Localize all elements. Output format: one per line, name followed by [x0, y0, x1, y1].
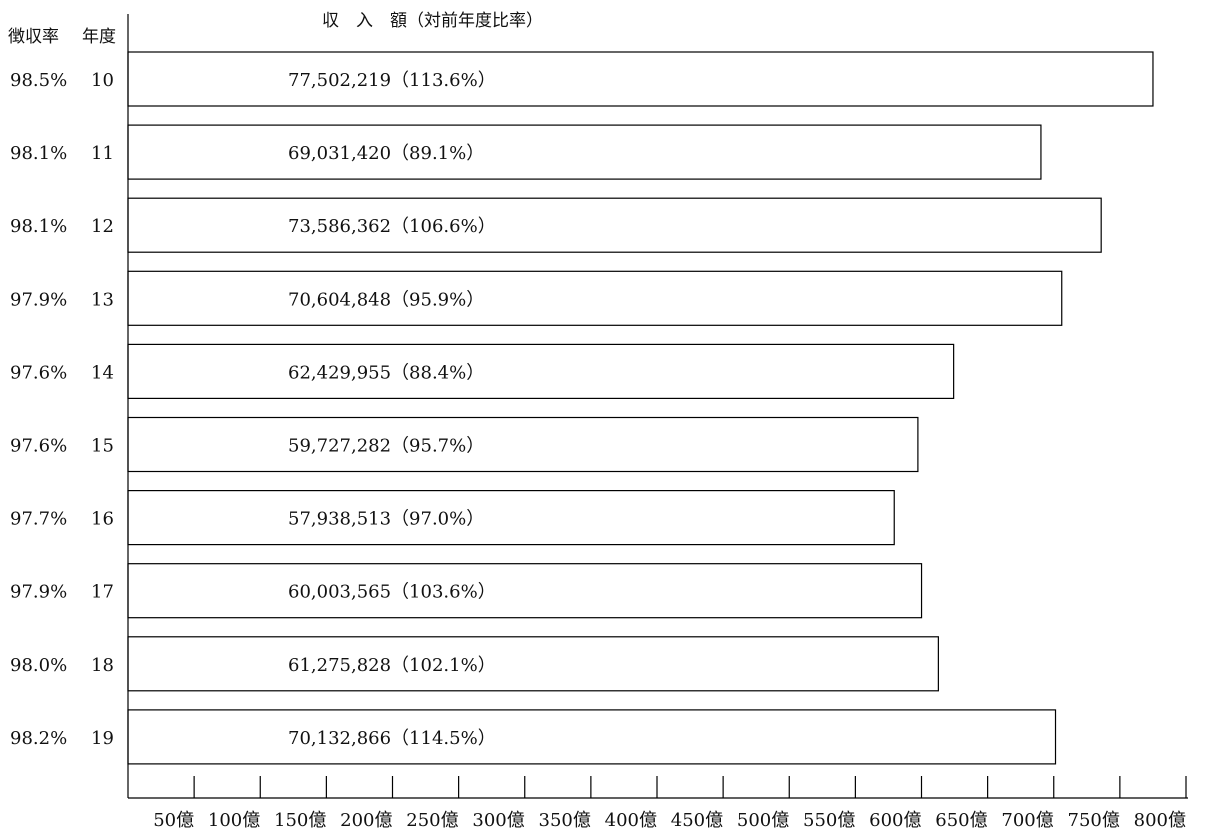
x-tick-label: 650億 — [935, 810, 987, 831]
x-tick-label: 50億 — [153, 810, 194, 831]
collection-rate-label: 97.6% — [10, 436, 67, 457]
bar — [127, 270, 1063, 326]
bar — [127, 51, 1154, 107]
x-axis: 50億 100億 150億 200億 250億 300億 350億 400億 450億 500億 5… — [127, 14, 1188, 831]
bars-layer: 98.5% 10 77,502,219（113.6%） 98.1% 11 69,031,4… — [10, 51, 1154, 765]
bar — [127, 709, 1057, 765]
collection-rate-label: 97.7% — [10, 509, 67, 530]
bar — [127, 416, 919, 473]
fiscal-year-label: 14 — [91, 362, 114, 383]
collection-rate-label: 98.1% — [10, 216, 67, 237]
bar — [127, 490, 895, 546]
bar — [127, 636, 939, 692]
fiscal-year-label: 16 — [91, 509, 114, 530]
x-tick-label: 600億 — [869, 810, 921, 831]
collection-rate-label: 98.1% — [10, 143, 67, 164]
bar-data-label: 70,604,848（95.9%） — [288, 289, 484, 310]
x-tick-label: 200億 — [340, 810, 392, 831]
collection-rate-label: 97.9% — [10, 289, 67, 310]
x-tick-label: 500億 — [737, 810, 789, 831]
x-tick-label: 400億 — [605, 810, 657, 831]
bar-data-label: 59,727,282（95.7%） — [288, 436, 484, 457]
bar — [127, 197, 1102, 253]
header-fiscal-year: 年度 — [82, 27, 116, 47]
collection-rate-label: 98.0% — [10, 655, 67, 676]
fiscal-year-label: 15 — [91, 436, 114, 457]
bar — [127, 343, 955, 399]
x-tick-label: 700億 — [1001, 810, 1053, 831]
bar — [127, 563, 923, 619]
bar-data-label: 62,429,955（88.4%） — [288, 362, 484, 383]
bar-data-label: 70,132,866（114.5%） — [288, 728, 496, 749]
chart-title: 収 入 額（対前年度比率） — [322, 11, 543, 31]
x-tick-label: 350億 — [539, 810, 591, 831]
bar-data-label: 60,003,565（103.6%） — [288, 582, 496, 603]
fiscal-year-label: 11 — [91, 143, 114, 164]
x-tick-label: 250億 — [406, 810, 458, 831]
x-tick-label: 800億 — [1134, 810, 1186, 831]
fiscal-year-label: 10 — [91, 70, 114, 91]
x-tick-label: 550億 — [803, 810, 855, 831]
bar-data-label: 73,586,362（106.6%） — [288, 216, 496, 237]
bar-data-label: 61,275,828（102.1%） — [288, 655, 496, 676]
bar-data-label: 69,031,420（89.1%） — [288, 143, 484, 164]
fiscal-year-label: 17 — [91, 582, 114, 603]
fiscal-year-label: 13 — [91, 289, 114, 310]
x-tick-label: 750億 — [1068, 810, 1120, 831]
collection-rate-label: 98.5% — [10, 70, 67, 91]
collection-rate-label: 97.6% — [10, 362, 67, 383]
bar-data-label: 77,502,219（113.6%） — [288, 70, 496, 91]
fiscal-year-label: 12 — [91, 216, 114, 237]
fiscal-year-label: 19 — [91, 728, 114, 749]
bar — [127, 124, 1042, 180]
collection-rate-label: 97.9% — [10, 582, 67, 603]
bar-data-label: 57,938,513（97.0%） — [288, 509, 484, 530]
fiscal-year-label: 18 — [91, 655, 114, 676]
x-tick-label: 150億 — [274, 810, 326, 831]
collection-rate-label: 98.2% — [10, 728, 67, 749]
x-tick-label: 450億 — [671, 810, 723, 831]
header-collection-rate: 徴収率 — [8, 27, 59, 47]
x-tick-label: 100億 — [208, 810, 260, 831]
x-tick-label: 300億 — [472, 810, 524, 831]
